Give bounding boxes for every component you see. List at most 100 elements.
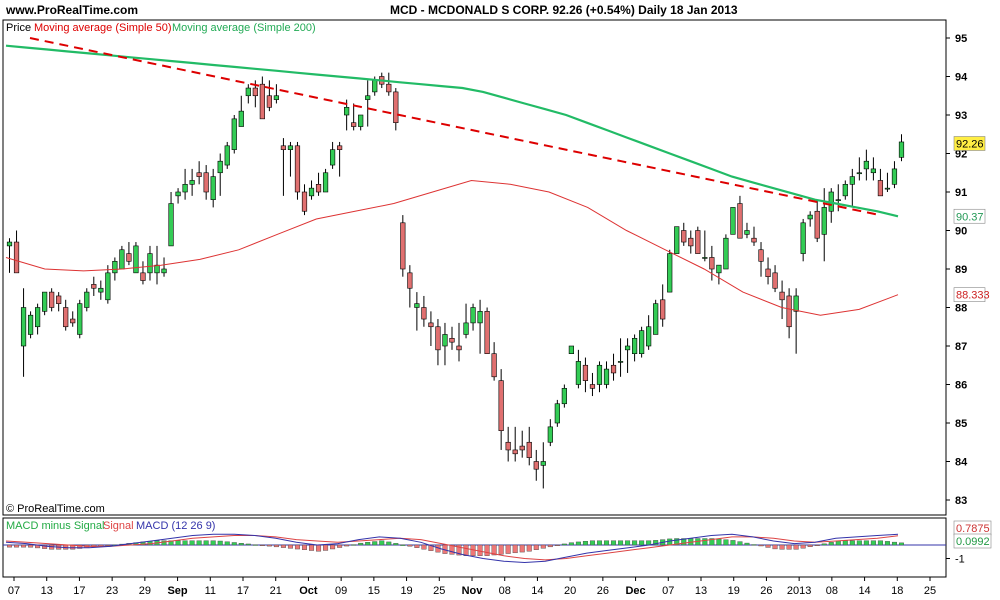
- candle: [98, 280, 104, 300]
- macd-hist-bar: [618, 540, 624, 546]
- x-tick-label: 19: [728, 585, 740, 597]
- candle: [386, 72, 392, 96]
- x-tick-label: 09: [335, 585, 347, 597]
- macd-hist-bar: [175, 540, 181, 546]
- macd-hist-bar: [238, 543, 244, 546]
- candle: [491, 342, 497, 381]
- macd-hist-bar: [386, 541, 392, 546]
- macd-hist-bar: [540, 544, 546, 549]
- candle: [554, 399, 560, 427]
- ma-thin-value-tag-bg: [953, 287, 986, 302]
- candle: [877, 168, 884, 197]
- macd-hist-bar: [702, 538, 708, 546]
- x-tick-label: 08: [826, 585, 838, 597]
- macd-hist-bar: [667, 538, 673, 546]
- candle: [681, 222, 687, 246]
- candle: [477, 299, 483, 354]
- macd-hist-bar: [210, 540, 216, 546]
- price-panel-frame: [2, 19, 947, 516]
- candle: [653, 299, 659, 335]
- macd-hist-bar: [674, 538, 680, 546]
- candle: [140, 261, 146, 285]
- macd-hist-bar: [653, 540, 659, 546]
- macd-hist-bar: [625, 540, 631, 546]
- candle: [217, 153, 223, 196]
- candle: [779, 280, 785, 320]
- candle: [126, 242, 132, 266]
- candle: [505, 426, 511, 462]
- candle: [709, 245, 715, 281]
- candle: [56, 292, 62, 312]
- candle: [498, 369, 504, 450]
- candle: [744, 222, 750, 239]
- candle: [322, 168, 329, 193]
- macd-hist-bar: [428, 544, 434, 551]
- macd-hist-bar: [533, 544, 539, 550]
- candle: [758, 242, 764, 277]
- candle: [203, 165, 209, 200]
- macd-hist-bar: [393, 543, 399, 546]
- macd-hist-bar: [21, 544, 27, 548]
- macd-hist-bar: [365, 542, 371, 546]
- candle: [660, 284, 666, 327]
- price-tick-label: 89: [955, 264, 967, 276]
- candle: [6, 238, 13, 273]
- price-tick-label: 91: [955, 187, 967, 199]
- candle: [182, 168, 188, 200]
- macd-hist-bar: [463, 544, 469, 557]
- price-tick-label: 84: [955, 457, 968, 469]
- macd-hist-bar: [526, 544, 532, 552]
- macd-hist-bar: [358, 542, 364, 546]
- macd-hist-bar: [224, 541, 230, 546]
- chart-title: MCD - MCDONALD S CORP. 92.26 (+0.54%) Da…: [390, 3, 738, 17]
- macd-hist-bar: [730, 540, 736, 546]
- candle: [842, 180, 848, 200]
- candle: [547, 419, 553, 447]
- price-tick-label: 86: [955, 380, 967, 392]
- macd-hist-bar: [877, 540, 883, 546]
- macd-hist-bar: [884, 541, 890, 546]
- candle: [287, 141, 294, 177]
- macd-hist-bar: [323, 544, 329, 551]
- candle: [603, 361, 610, 389]
- macd-hist-bar: [835, 540, 841, 546]
- macd-hist-bar: [611, 540, 617, 546]
- candle: [639, 326, 645, 358]
- x-tick-label: 14: [858, 585, 870, 597]
- ma200-value-tag-bg: [953, 208, 986, 224]
- macd-hist-bar: [779, 544, 785, 550]
- axis-layer: 83 84 85 86 87 88 89 90 91 92 93 94 95 07 13 17 23 29 Sep 1…: [8, 33, 992, 597]
- macd-hist-bar: [800, 544, 806, 549]
- macd-hist-bar: [863, 540, 869, 546]
- candle: [884, 172, 891, 192]
- macd-legend-hist: MACD minus Signal: [6, 520, 104, 532]
- candle: [337, 141, 343, 177]
- candle: [280, 138, 287, 196]
- price-tick-label: 94: [955, 72, 968, 84]
- x-tick-label: 15: [368, 585, 380, 597]
- macd-hist-bar: [786, 544, 792, 550]
- macd-hist-bar: [765, 544, 771, 548]
- x-tick-label: 25: [433, 585, 445, 597]
- macd-hist-bar: [568, 542, 574, 546]
- macd-hist-bar: [273, 544, 279, 548]
- candle: [870, 157, 876, 181]
- macd-hist-bar: [751, 544, 757, 546]
- candle: [463, 303, 469, 339]
- price-layer: [5, 37, 905, 489]
- macd-hist-bar: [758, 544, 764, 547]
- x-tick-label: 07: [662, 585, 674, 597]
- macd-hist-bar: [203, 540, 209, 546]
- macd-line: [5, 533, 899, 564]
- x-tick-label: 26: [760, 585, 772, 597]
- x-tick-label: 20: [564, 585, 576, 597]
- macd-legend-macd: MACD (12 26 9): [136, 520, 215, 532]
- candle: [224, 141, 230, 169]
- candle: [351, 103, 357, 131]
- x-tick-label: 25: [924, 585, 936, 597]
- candle: [589, 372, 596, 397]
- candle: [814, 199, 820, 243]
- macd-hist-bar: [217, 540, 223, 546]
- macd-hist-bar: [561, 543, 567, 546]
